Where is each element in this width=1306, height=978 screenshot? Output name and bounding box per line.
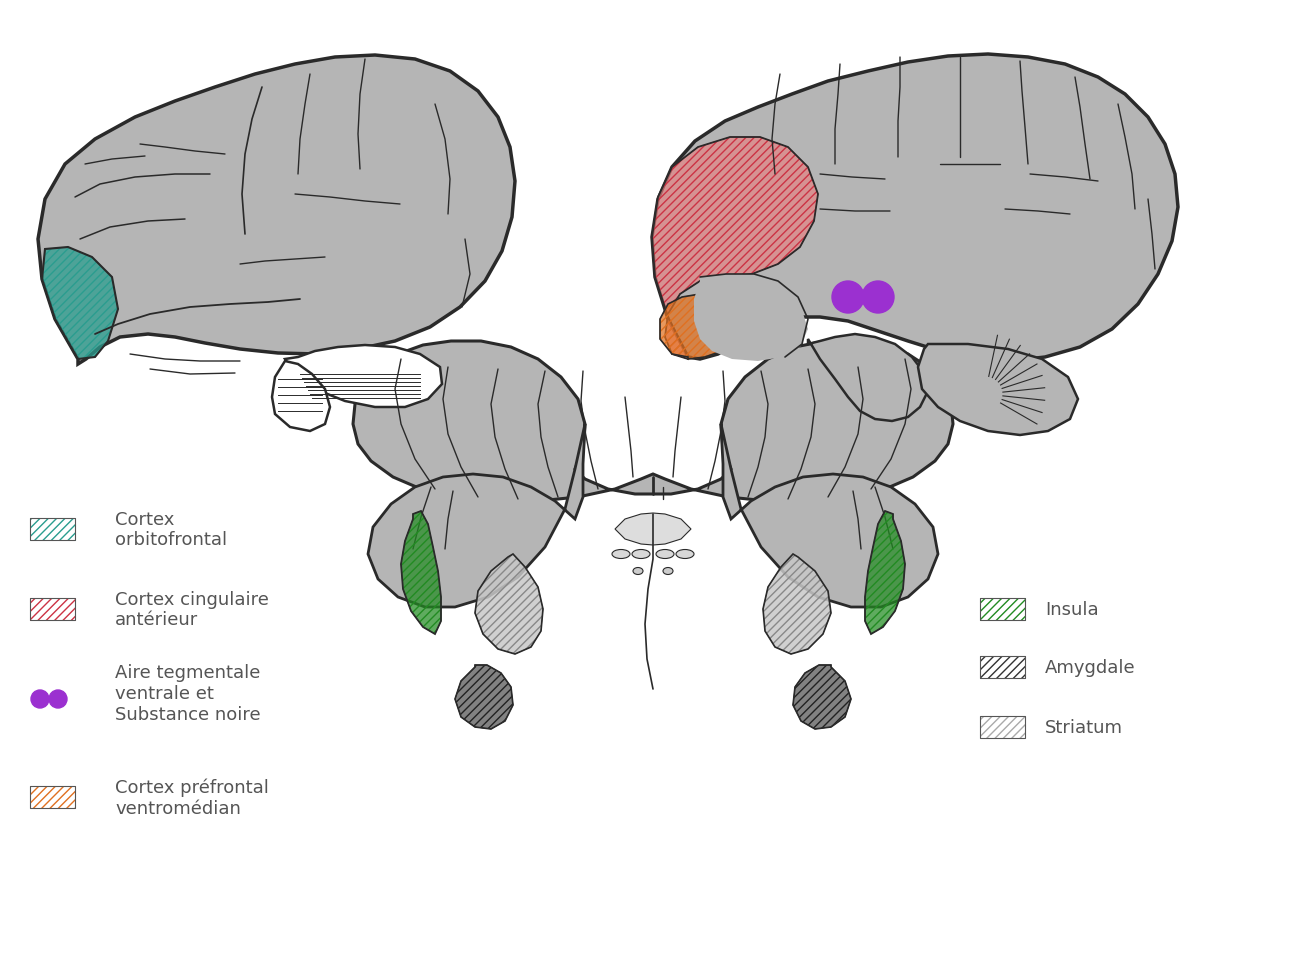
Bar bbox=[980, 656, 1025, 679]
Bar bbox=[980, 656, 1025, 679]
Ellipse shape bbox=[656, 550, 674, 559]
Polygon shape bbox=[660, 294, 738, 360]
Bar bbox=[30, 518, 74, 541]
Ellipse shape bbox=[677, 550, 693, 559]
Bar bbox=[30, 518, 74, 541]
Ellipse shape bbox=[632, 550, 650, 559]
Text: Cortex cingulaire
antérieur: Cortex cingulaire antérieur bbox=[115, 590, 269, 629]
Polygon shape bbox=[763, 555, 831, 654]
Polygon shape bbox=[475, 555, 543, 654]
Polygon shape bbox=[693, 275, 808, 362]
Ellipse shape bbox=[633, 568, 643, 575]
Polygon shape bbox=[865, 511, 905, 635]
Bar bbox=[980, 716, 1025, 738]
Polygon shape bbox=[368, 424, 585, 607]
Bar bbox=[980, 599, 1025, 620]
Ellipse shape bbox=[613, 550, 629, 559]
Text: Striatum: Striatum bbox=[1045, 718, 1123, 736]
Circle shape bbox=[862, 282, 895, 314]
Polygon shape bbox=[353, 341, 953, 502]
Text: Cortex préfrontal
ventromédian: Cortex préfrontal ventromédian bbox=[115, 778, 269, 817]
Polygon shape bbox=[615, 513, 691, 546]
Bar bbox=[30, 786, 74, 808]
Bar bbox=[30, 599, 74, 620]
Polygon shape bbox=[721, 424, 938, 607]
Polygon shape bbox=[454, 665, 513, 730]
Polygon shape bbox=[652, 138, 818, 360]
Circle shape bbox=[832, 282, 865, 314]
Text: Amygdale: Amygdale bbox=[1045, 658, 1136, 677]
Bar bbox=[30, 786, 74, 808]
Bar bbox=[980, 599, 1025, 620]
Polygon shape bbox=[652, 55, 1178, 362]
Polygon shape bbox=[42, 247, 118, 360]
Polygon shape bbox=[401, 511, 441, 635]
Text: Insula: Insula bbox=[1045, 600, 1098, 618]
Ellipse shape bbox=[663, 568, 673, 575]
Polygon shape bbox=[272, 362, 330, 431]
Text: Cortex
orbitofrontal: Cortex orbitofrontal bbox=[115, 511, 227, 549]
Polygon shape bbox=[808, 334, 929, 422]
Circle shape bbox=[50, 690, 67, 708]
Polygon shape bbox=[285, 345, 441, 408]
Polygon shape bbox=[793, 665, 852, 730]
Text: Aire tegmentale
ventrale et
Substance noire: Aire tegmentale ventrale et Substance no… bbox=[115, 663, 261, 723]
Bar bbox=[980, 716, 1025, 738]
Circle shape bbox=[31, 690, 50, 708]
Polygon shape bbox=[918, 344, 1077, 435]
Polygon shape bbox=[38, 56, 515, 365]
Bar bbox=[30, 599, 74, 620]
